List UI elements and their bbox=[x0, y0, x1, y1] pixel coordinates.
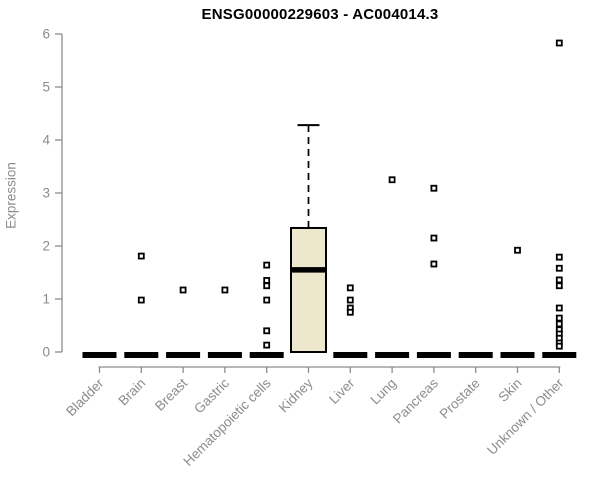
outlier-point bbox=[179, 286, 187, 294]
outlier-point bbox=[555, 304, 563, 312]
median-line bbox=[291, 267, 326, 273]
outlier-point bbox=[555, 282, 563, 290]
collapsed-median-bar bbox=[416, 352, 451, 358]
x-tick-label: Breast bbox=[152, 375, 190, 413]
outlier-point bbox=[263, 282, 271, 290]
collapsed-median-bar bbox=[166, 352, 201, 358]
box bbox=[290, 226, 327, 353]
collapsed-median-bar bbox=[500, 352, 535, 358]
collapsed-median-bar bbox=[458, 352, 493, 358]
outlier-point bbox=[555, 39, 563, 47]
outlier-point bbox=[555, 276, 563, 284]
outlier-point bbox=[430, 260, 438, 268]
outlier-point bbox=[346, 308, 354, 316]
outlier-point bbox=[221, 286, 229, 294]
x-tick-label: Unknown / Other bbox=[484, 375, 567, 458]
outlier-point bbox=[555, 314, 563, 322]
outlier-point bbox=[430, 184, 438, 192]
outlier-point bbox=[346, 296, 354, 304]
outlier-point bbox=[388, 176, 396, 184]
outlier-point bbox=[430, 234, 438, 242]
collapsed-median-bar bbox=[249, 352, 284, 358]
x-tick-label: Brain bbox=[116, 376, 149, 409]
y-tick-label: 3 bbox=[42, 186, 50, 201]
outlier-point bbox=[555, 342, 563, 350]
collapsed-median-bar bbox=[207, 352, 242, 358]
y-tick-label: 1 bbox=[42, 292, 50, 307]
outlier-point bbox=[263, 277, 271, 284]
x-tick-label: Prostate bbox=[437, 376, 483, 422]
outlier-point bbox=[514, 246, 521, 254]
y-tick-label: 4 bbox=[42, 133, 50, 148]
outlier-point bbox=[555, 264, 563, 272]
x-tick-label: Lung bbox=[367, 376, 399, 408]
y-tick-label: 0 bbox=[42, 345, 50, 360]
x-tick-label: Skin bbox=[495, 376, 524, 405]
collapsed-median-bar bbox=[375, 352, 410, 358]
outlier-point bbox=[263, 327, 271, 335]
x-tick-label: Kidney bbox=[276, 375, 316, 415]
y-tick-label: 2 bbox=[42, 239, 50, 254]
outlier-point bbox=[263, 261, 271, 269]
x-tick-label: Liver bbox=[326, 375, 358, 407]
y-tick-label: 6 bbox=[42, 27, 50, 42]
outlier-point bbox=[137, 296, 145, 304]
y-tick-label: 5 bbox=[42, 80, 50, 95]
x-tick-label: Pancreas bbox=[390, 375, 441, 426]
collapsed-median-bar bbox=[82, 352, 117, 358]
outlier-point bbox=[346, 284, 354, 292]
collapsed-median-bar bbox=[333, 352, 368, 358]
outlier-point bbox=[137, 252, 145, 260]
collapsed-median-bar bbox=[124, 352, 159, 358]
outlier-point bbox=[263, 296, 271, 304]
outlier-point bbox=[555, 320, 563, 328]
chart-title: ENSG00000229603 - AC004014.3 bbox=[201, 6, 439, 23]
collapsed-median-bar bbox=[542, 352, 577, 358]
x-tick-label: Gastric bbox=[191, 375, 232, 416]
outlier-point bbox=[263, 341, 271, 349]
x-tick-label: Bladder bbox=[63, 375, 107, 419]
outlier-point bbox=[555, 253, 563, 261]
y-axis-label: Expression bbox=[3, 162, 19, 229]
